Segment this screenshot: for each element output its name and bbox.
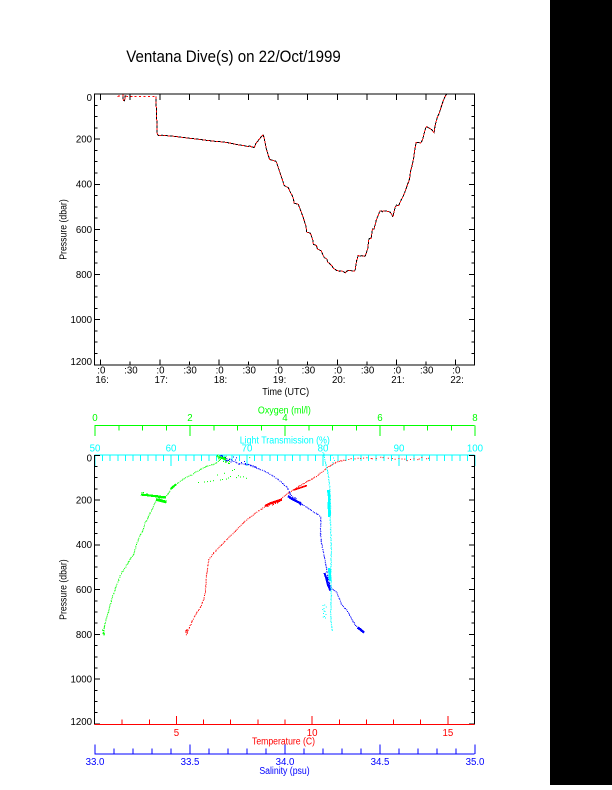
svg-text::0: :0 (275, 365, 284, 376)
svg-text::30: :30 (242, 365, 256, 376)
svg-text:21:: 21: (391, 375, 404, 386)
svg-text:200: 200 (76, 135, 93, 146)
svg-text:400: 400 (76, 540, 93, 551)
svg-text:16:: 16: (95, 375, 108, 386)
svg-text::0: :0 (97, 365, 106, 376)
svg-text:50: 50 (90, 444, 101, 455)
svg-text::0: :0 (156, 365, 165, 376)
svg-text:60: 60 (166, 444, 177, 455)
svg-text:1000: 1000 (70, 675, 92, 686)
svg-text:1000: 1000 (70, 315, 92, 326)
svg-text:20:: 20: (332, 375, 345, 386)
svg-text:0: 0 (87, 453, 93, 464)
svg-text:34.5: 34.5 (371, 757, 390, 768)
svg-text:33.0: 33.0 (86, 757, 105, 768)
svg-text:8: 8 (472, 413, 477, 424)
svg-text:70: 70 (242, 444, 253, 455)
svg-text:0: 0 (92, 413, 98, 424)
svg-text:200: 200 (76, 495, 93, 506)
svg-text:80: 80 (318, 444, 329, 455)
svg-text:6: 6 (377, 413, 382, 424)
svg-text::0: :0 (334, 365, 343, 376)
svg-text::0: :0 (216, 365, 225, 376)
svg-text::30: :30 (420, 365, 434, 376)
svg-text:1200: 1200 (70, 717, 92, 728)
svg-text:600: 600 (76, 585, 93, 596)
svg-text::30: :30 (302, 365, 316, 376)
svg-text:18:: 18: (214, 375, 227, 386)
svg-text::0: :0 (452, 365, 461, 376)
svg-text:Temperature (C): Temperature (C) (252, 737, 315, 748)
svg-text:15: 15 (442, 728, 453, 739)
svg-text:Pressure (dbar): Pressure (dbar) (59, 199, 70, 260)
svg-text:Light Transmission (%): Light Transmission (%) (240, 436, 330, 447)
svg-text:Pressure (dbar): Pressure (dbar) (59, 559, 70, 620)
svg-text:17:: 17: (155, 375, 168, 386)
svg-text:35.0: 35.0 (466, 757, 485, 768)
svg-text::30: :30 (124, 365, 138, 376)
svg-text::0: :0 (393, 365, 402, 376)
svg-text:0: 0 (87, 93, 93, 104)
svg-text:Time (UTC): Time (UTC) (262, 387, 309, 398)
svg-text:5: 5 (174, 728, 179, 739)
svg-text:100: 100 (467, 444, 484, 455)
svg-text:Oxygen (ml/l): Oxygen (ml/l) (258, 405, 311, 416)
svg-text:90: 90 (394, 444, 405, 455)
svg-text:800: 800 (76, 630, 93, 641)
svg-text:600: 600 (76, 225, 93, 236)
svg-text::30: :30 (183, 365, 197, 376)
svg-text:Ventana Dive(s) on 22/Oct/1999: Ventana Dive(s) on 22/Oct/1999 (126, 48, 340, 66)
svg-text:Salinity (psu): Salinity (psu) (259, 766, 309, 777)
svg-text:400: 400 (76, 180, 93, 191)
svg-text:33.5: 33.5 (181, 757, 200, 768)
svg-text:1200: 1200 (70, 357, 92, 368)
svg-text:2: 2 (187, 413, 192, 424)
svg-text:4: 4 (282, 413, 288, 424)
svg-text:800: 800 (76, 270, 93, 281)
svg-text:34.0: 34.0 (276, 757, 295, 768)
svg-text::30: :30 (361, 365, 375, 376)
svg-text:19:: 19: (273, 375, 286, 386)
svg-text:10: 10 (307, 728, 318, 739)
svg-text:22:: 22: (450, 375, 463, 386)
